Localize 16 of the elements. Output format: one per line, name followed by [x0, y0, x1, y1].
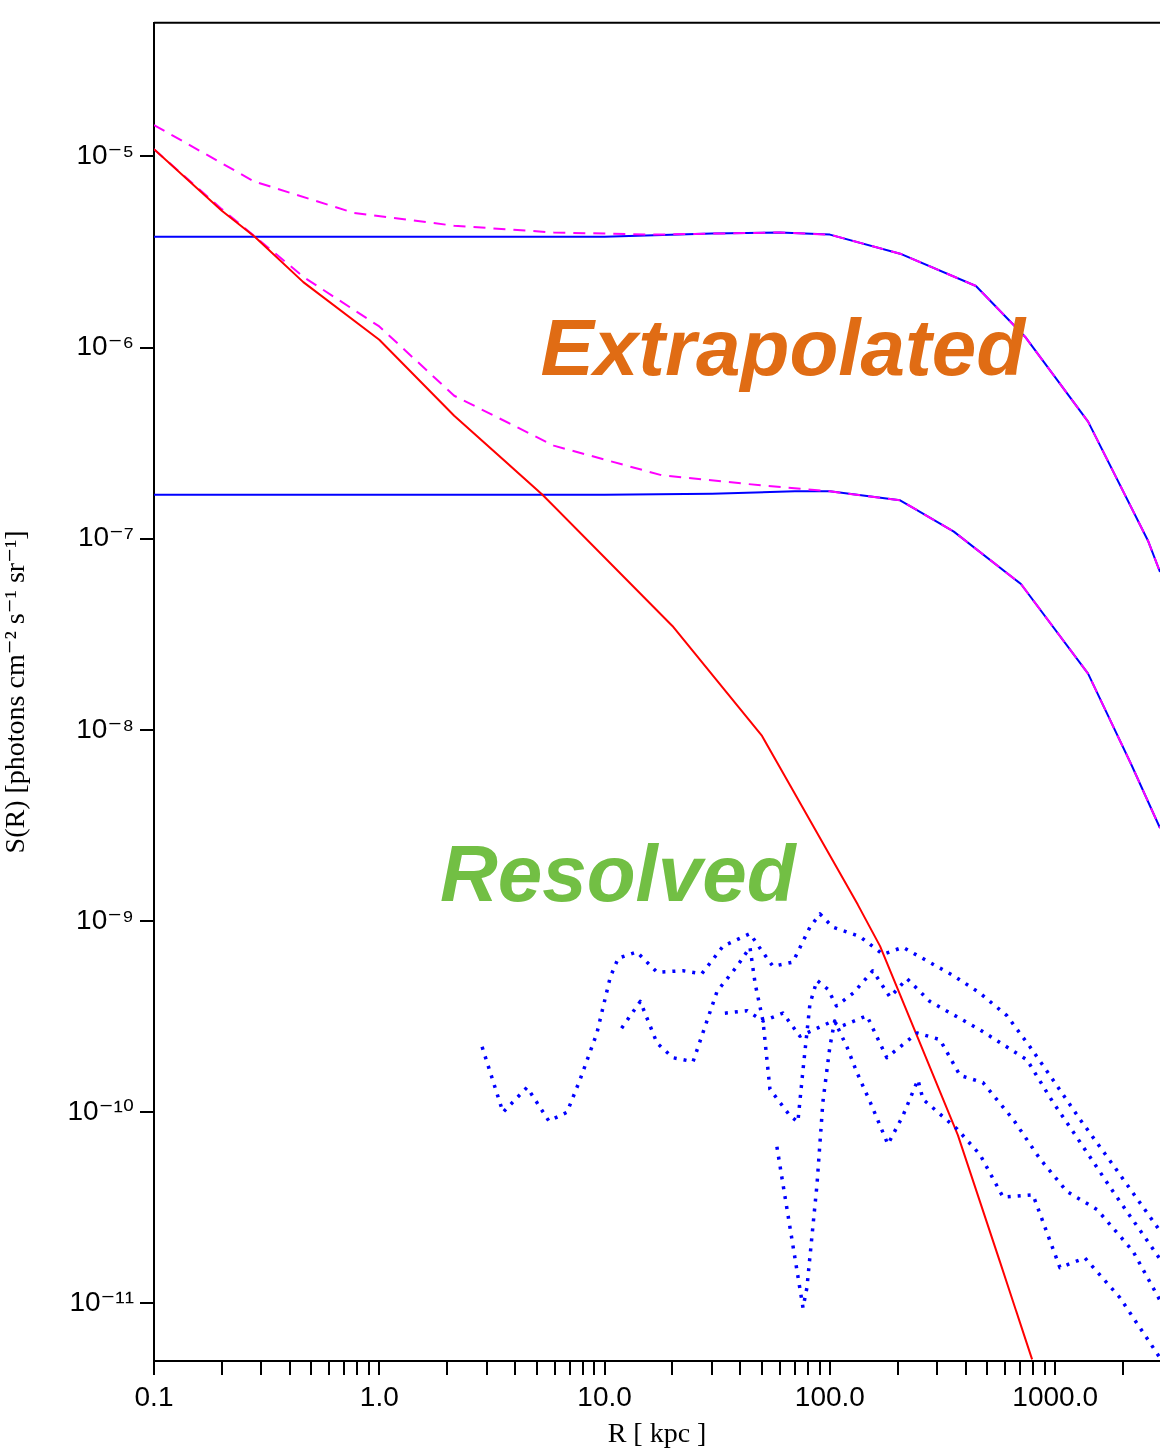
y-tick-label: 10⁻⁸	[76, 712, 134, 744]
y-tick-label: 10⁻¹⁰	[67, 1095, 134, 1126]
x-tick-label: 1.0	[359, 1380, 399, 1412]
x-tick-label: 1000.0	[1012, 1380, 1098, 1412]
y-tick-label: 10⁻⁹	[76, 903, 134, 935]
y-tick-label: 10⁻⁵	[76, 139, 134, 171]
y-axis-title: S(R) [photons cm⁻² s⁻¹ sr⁻¹]	[0, 530, 31, 854]
x-tick-label: 10.0	[577, 1380, 632, 1412]
x-tick-label: 0.1	[134, 1380, 174, 1412]
x-axis-title: R [ kpc ]	[607, 1416, 707, 1448]
annotation: Resolved	[439, 829, 798, 919]
annotation: Extrapolated	[540, 303, 1028, 393]
y-tick-label: 10⁻¹¹	[69, 1286, 134, 1318]
y-tick-label: 10⁻⁷	[77, 521, 134, 553]
y-tick-label: 10⁻⁶	[76, 330, 134, 362]
x-tick-label: 100.0	[794, 1380, 865, 1412]
